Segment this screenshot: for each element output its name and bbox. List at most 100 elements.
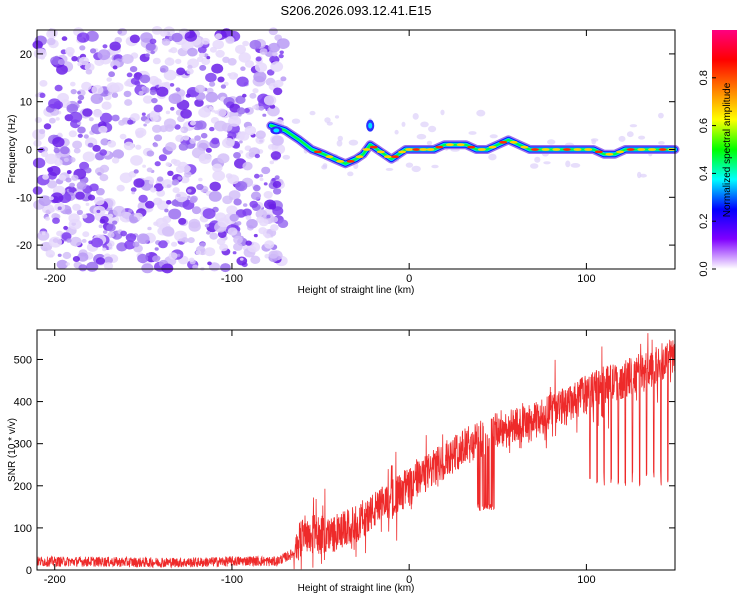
ridge-hotspot: [346, 160, 355, 163]
noise-blob: [175, 134, 184, 142]
noise-blob: [196, 183, 204, 191]
noise-blob: [123, 141, 135, 151]
ridge-hotspot: [552, 148, 561, 151]
noise-blob: [201, 37, 210, 45]
noise-blob: [49, 117, 56, 124]
noise-blob: [138, 194, 148, 203]
ridge-hotspot: [573, 148, 582, 151]
noise-blob: [56, 259, 68, 270]
noise-blob: [206, 230, 211, 235]
noise-blob: [253, 173, 260, 179]
noise-blob: [180, 109, 192, 119]
noise-blob: [77, 91, 81, 95]
noise-blob: [63, 225, 68, 230]
noise-blob: [200, 132, 208, 139]
noise-blob: [112, 149, 124, 159]
noise-blob: [215, 49, 225, 58]
spectrogram-x-axis: -200 -100 0 100: [44, 30, 596, 285]
noise-blob: [175, 191, 188, 203]
noise-blob: [117, 30, 123, 35]
colorbar-ticks: 0.0 0.2 0.4 0.6 0.8: [698, 70, 716, 277]
noise-blob: [102, 230, 108, 234]
noise-blob: [227, 227, 238, 236]
noise-blob: [270, 216, 279, 223]
noise-blob: [258, 227, 268, 235]
noise-blob: [124, 99, 133, 106]
noise-blob: [171, 241, 178, 247]
noise-blob: [52, 217, 60, 224]
noise-blob: [263, 182, 268, 186]
noise-blob: [212, 170, 226, 182]
noise-blob: [168, 49, 173, 53]
noise-blob: [222, 137, 235, 149]
noise-blob: [32, 186, 43, 195]
noise-blob: [116, 184, 125, 192]
noise-blob: [175, 87, 181, 92]
noise-blob: [267, 105, 280, 117]
noise-blob: [63, 157, 69, 162]
noise-blob: [87, 142, 94, 148]
noise-blob: [66, 170, 72, 174]
noise-blob: [71, 174, 79, 181]
noise-blob: [476, 109, 486, 117]
spectrogram-noise-blobs: [32, 26, 665, 274]
noise-blob: [129, 66, 138, 73]
noise-blob: [412, 113, 419, 120]
noise-blob: [326, 121, 333, 126]
noise-blob: [214, 120, 227, 132]
noise-blob: [271, 135, 284, 146]
ridge-hotspot: [637, 148, 646, 151]
noise-blob: [37, 230, 50, 241]
noise-blob: [222, 56, 230, 63]
noise-blob: [76, 32, 90, 43]
spectrogram-y-label: Frequency (Hz): [7, 115, 18, 184]
noise-blob: [280, 76, 287, 82]
noise-blob: [256, 216, 265, 223]
noise-blob: [81, 213, 88, 219]
noise-blob: [100, 216, 109, 224]
noise-blob: [184, 31, 197, 42]
noise-blob: [106, 77, 112, 82]
noise-blob: [102, 247, 107, 252]
noise-blob: [244, 108, 250, 113]
ridge-hotspot: [419, 148, 428, 151]
noise-blob: [101, 101, 112, 110]
noise-blob: [69, 182, 75, 188]
colorbar: 0.0 0.2 0.4 0.6 0.8 Normalized spectral ampl…: [698, 30, 737, 277]
noise-blob: [188, 218, 201, 229]
noise-blob: [68, 188, 74, 193]
noise-blob: [239, 140, 243, 144]
noise-blob: [206, 56, 211, 60]
noise-blob: [270, 61, 284, 72]
noise-blob: [174, 124, 181, 130]
ridge-hotspot: [313, 150, 322, 154]
noise-blob: [195, 250, 202, 255]
noise-blob: [78, 56, 90, 66]
y-tick-label: 400: [14, 397, 32, 409]
noise-blob: [440, 109, 445, 116]
noise-blob: [34, 117, 43, 123]
noise-blob: [78, 264, 88, 272]
noise-blob: [196, 56, 204, 62]
noise-blob: [250, 191, 262, 200]
noise-blob: [125, 233, 137, 242]
y-tick-label: 0: [26, 145, 32, 157]
figure-title: S206.2026.093.12.41.E15: [280, 3, 431, 18]
noise-blob: [201, 57, 211, 65]
spectrogram-y-axis: -20 -10 0 10 20: [16, 49, 675, 252]
noise-blob: [149, 89, 157, 96]
noise-blob: [211, 63, 224, 74]
noise-blob: [147, 226, 152, 231]
noise-blob: [129, 34, 140, 44]
noise-blob: [153, 134, 163, 142]
noise-blob: [164, 208, 169, 213]
noise-blob: [227, 174, 240, 185]
noise-blob: [278, 54, 284, 59]
noise-blob: [181, 237, 189, 243]
noise-blob: [84, 167, 92, 174]
noise-blob: [48, 98, 61, 109]
noise-blob: [165, 162, 171, 167]
noise-blob: [197, 46, 207, 54]
ridge-hotspot: [355, 155, 364, 159]
